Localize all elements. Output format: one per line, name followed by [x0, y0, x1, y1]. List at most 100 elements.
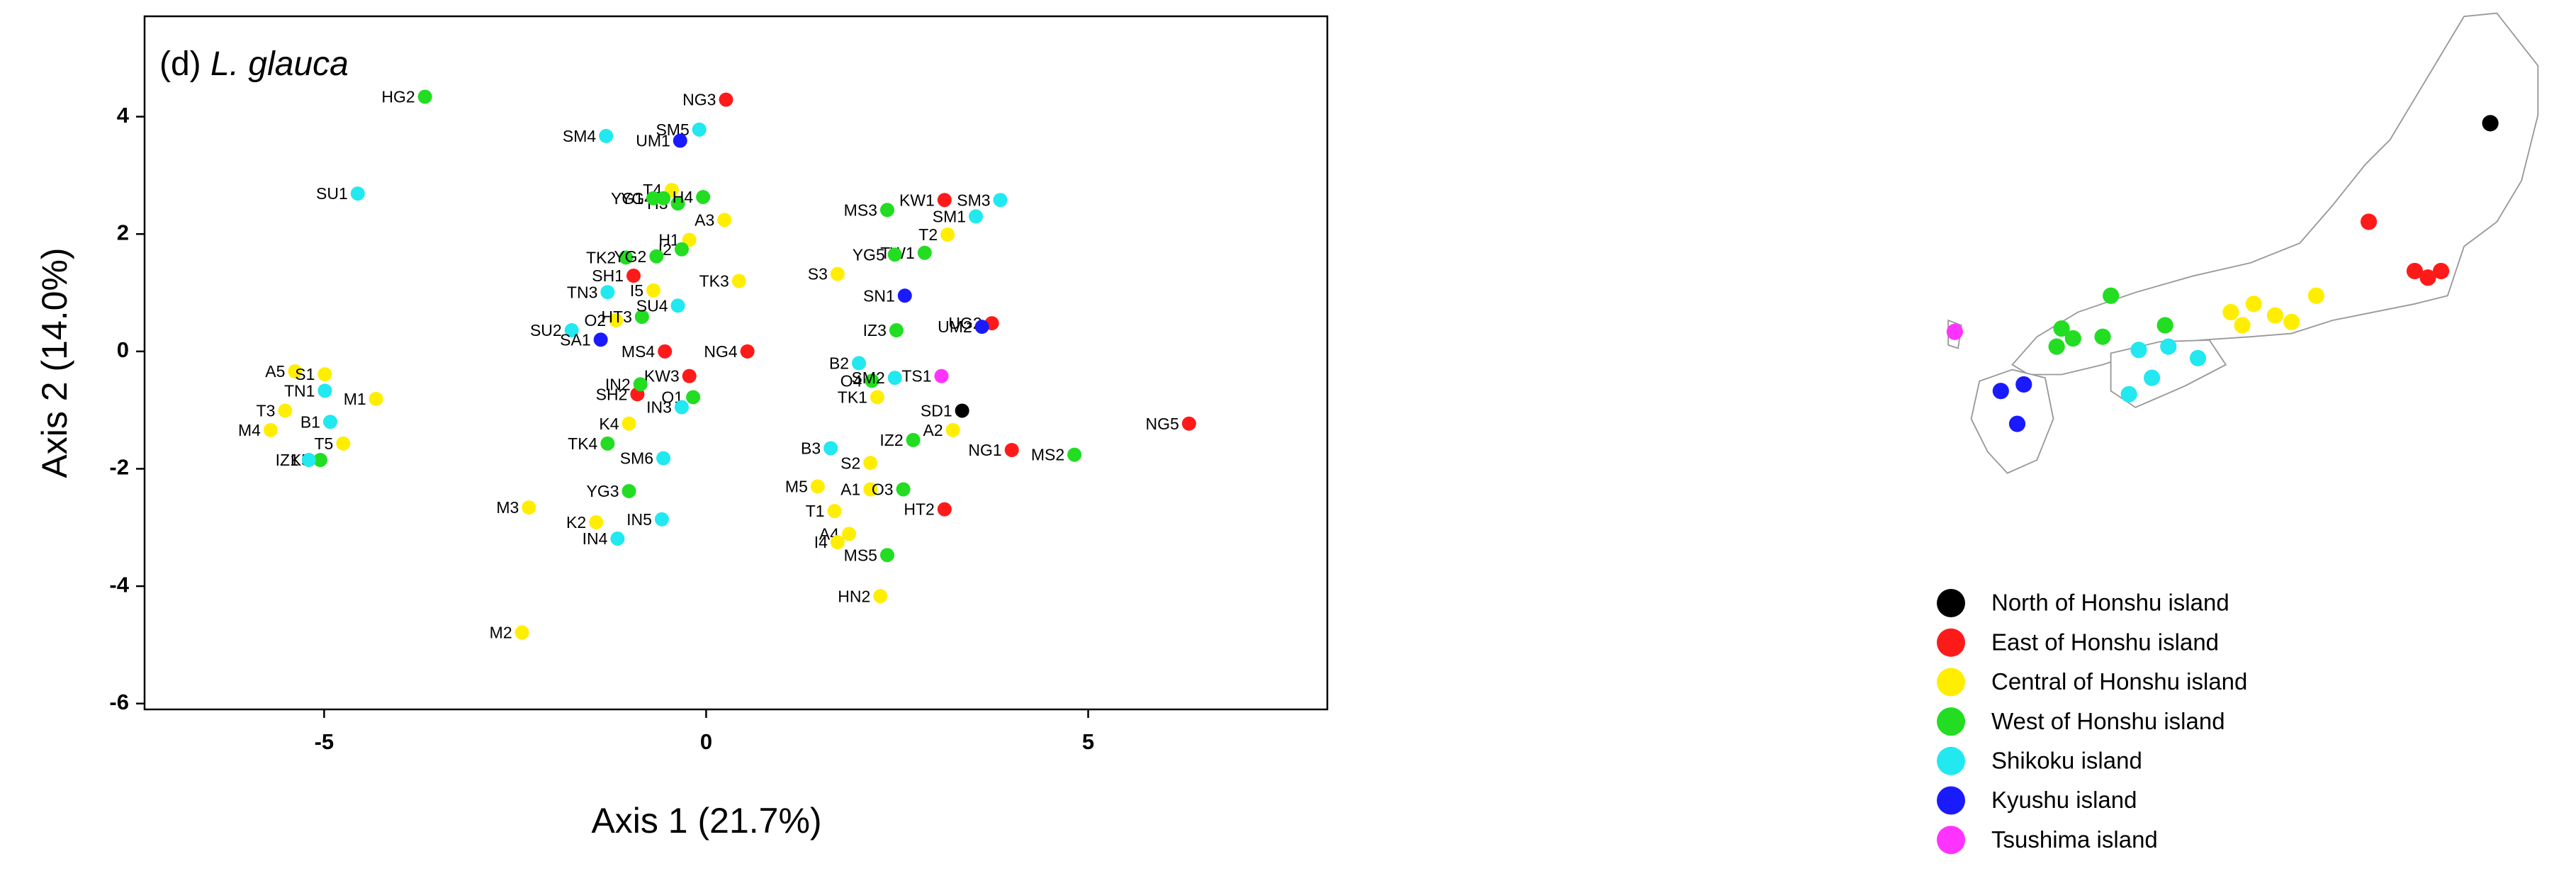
point-label: IZ2 [879, 431, 903, 449]
point-label: T3 [257, 402, 276, 420]
legend-label: Tsushima island [1991, 826, 2158, 853]
point-label: M5 [785, 477, 808, 495]
point [917, 245, 932, 260]
y-tick-label: 4 [117, 103, 130, 128]
point [1004, 442, 1019, 457]
point [870, 390, 884, 405]
point [692, 122, 707, 137]
point-label: HN2 [838, 587, 870, 605]
point-label: MS2 [1031, 446, 1064, 464]
point-label: TK1 [838, 388, 867, 407]
point [317, 383, 332, 398]
point-label: MS4 [621, 342, 656, 361]
point-label: M1 [344, 390, 366, 408]
map-site [2008, 415, 2026, 432]
map-site [2307, 287, 2324, 304]
point-label: O3 [872, 480, 894, 499]
y-axis-label: Axis 2 (14.0%) [35, 247, 74, 478]
point-label: I5 [630, 281, 643, 300]
point [322, 415, 337, 429]
point-label: H4 [673, 188, 694, 206]
y-tick-label: 0 [117, 337, 129, 362]
map-site [2234, 317, 2251, 334]
point-label: SM6 [620, 449, 653, 468]
legend: North of Honshu island East of Honshu isl… [1937, 589, 2247, 855]
map-site [2156, 317, 2173, 334]
map-site [2143, 369, 2161, 386]
point [993, 193, 1008, 208]
point [937, 502, 952, 517]
point [621, 483, 636, 498]
point-label: SU1 [316, 184, 348, 203]
y-tick-label: -4 [109, 572, 129, 597]
x-tick-label: 5 [1082, 729, 1094, 754]
point [887, 247, 902, 262]
point-label: YG2 [614, 247, 646, 266]
map-site [2360, 213, 2378, 230]
legend-marker [1937, 589, 1965, 617]
point [1181, 416, 1196, 431]
point-label: A2 [923, 421, 943, 439]
point [719, 92, 733, 107]
point [674, 400, 689, 415]
point [674, 242, 689, 257]
map-site [1992, 383, 2009, 400]
legend-label: Kyushu island [1991, 787, 2137, 813]
point [830, 266, 845, 281]
plot-frame [143, 15, 1329, 711]
x-axis-label: Axis 1 (21.7%) [591, 801, 821, 841]
point [564, 323, 579, 338]
point [522, 500, 536, 515]
point-label: SM3 [957, 191, 990, 209]
point-label: O2 [585, 311, 607, 330]
point-label: K4 [599, 415, 619, 433]
point [626, 269, 641, 283]
point-label: UM1 [636, 132, 670, 150]
map-site [2406, 262, 2424, 280]
point [369, 391, 383, 406]
point [589, 515, 604, 529]
point [619, 250, 634, 265]
point [288, 364, 303, 379]
point [887, 371, 902, 386]
map-site [2222, 303, 2239, 321]
point [656, 451, 671, 466]
point-label: B2 [829, 354, 849, 372]
point-label: IZ1 [276, 451, 299, 469]
point-label: SU2 [530, 321, 562, 339]
map-site [2419, 269, 2436, 286]
point [863, 482, 878, 497]
species-title: L. glauca [210, 45, 349, 83]
point-label: A1 [840, 480, 860, 499]
x-tick-label: 0 [700, 729, 712, 754]
point [599, 128, 614, 143]
point [600, 436, 615, 451]
point-label: TN1 [284, 381, 315, 400]
legend-label: West of Honshu island [1991, 708, 2225, 734]
point-label: SU4 [636, 296, 668, 315]
point-label: KW1 [899, 191, 935, 209]
point-label: YG1 [611, 189, 643, 208]
point [686, 390, 701, 405]
point-label: HT2 [904, 500, 934, 519]
point [313, 453, 327, 468]
legend-marker [1937, 707, 1965, 736]
legend-marker [1937, 668, 1965, 697]
point-label: M2 [490, 624, 512, 642]
legend-label: East of Honshu island [1991, 629, 2219, 655]
point [879, 203, 894, 218]
y-tick-label: -6 [109, 690, 129, 714]
point-label: MS5 [844, 546, 877, 564]
point-label: TN3 [567, 283, 597, 301]
point [974, 320, 989, 335]
point-label: O4 [840, 371, 862, 390]
point [827, 504, 842, 519]
point [317, 367, 332, 382]
point-label: A5 [265, 362, 285, 381]
point [656, 191, 671, 206]
scatter-panel: (d) L. glauca Axis 1 (21.7%) Axis 2 (14.… [35, 15, 1329, 841]
point [673, 133, 687, 148]
point-label: M4 [238, 421, 261, 439]
point-label: T2 [918, 225, 938, 244]
point [1067, 447, 1082, 462]
